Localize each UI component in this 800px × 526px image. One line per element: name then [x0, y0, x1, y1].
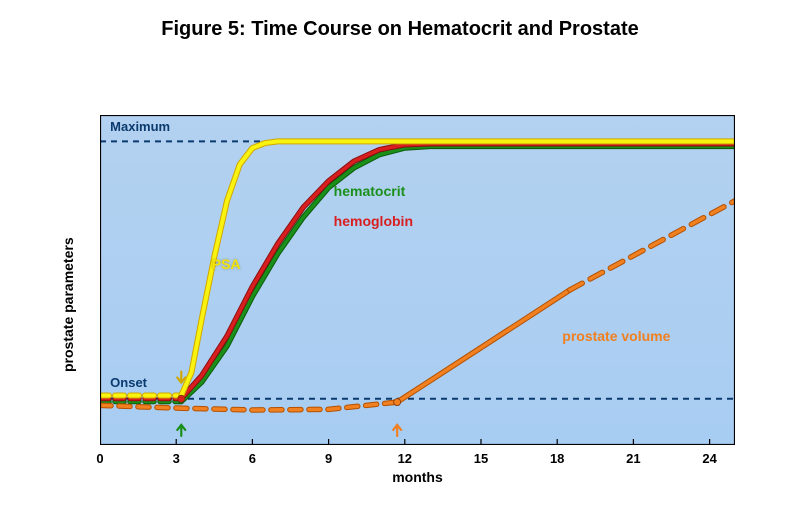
x-tick-9: 9	[314, 451, 344, 466]
x-tick-12: 12	[390, 451, 420, 466]
hematocrit-label: hematocrit	[334, 183, 406, 199]
x-tick-0: 0	[85, 451, 115, 466]
chart-area	[100, 115, 735, 445]
x-tick-3: 3	[161, 451, 191, 466]
maximum-label: Maximum	[110, 119, 170, 134]
figure-title: Figure 5: Time Course on Hematocrit and …	[0, 0, 800, 41]
x-tick-6: 6	[237, 451, 267, 466]
prostate_volume-label: prostate volume	[562, 328, 670, 344]
x-tick-15: 15	[466, 451, 496, 466]
psa-label: PSA	[212, 256, 241, 272]
x-tick-18: 18	[542, 451, 572, 466]
hemoglobin-label: hemoglobin	[334, 213, 413, 229]
x-tick-24: 24	[695, 451, 725, 466]
x-axis-label: months	[378, 469, 458, 485]
plot-svg	[100, 115, 735, 445]
x-tick-21: 21	[618, 451, 648, 466]
y-axis-label: prostate parameters	[60, 238, 76, 373]
onset-label: Onset	[110, 375, 147, 390]
